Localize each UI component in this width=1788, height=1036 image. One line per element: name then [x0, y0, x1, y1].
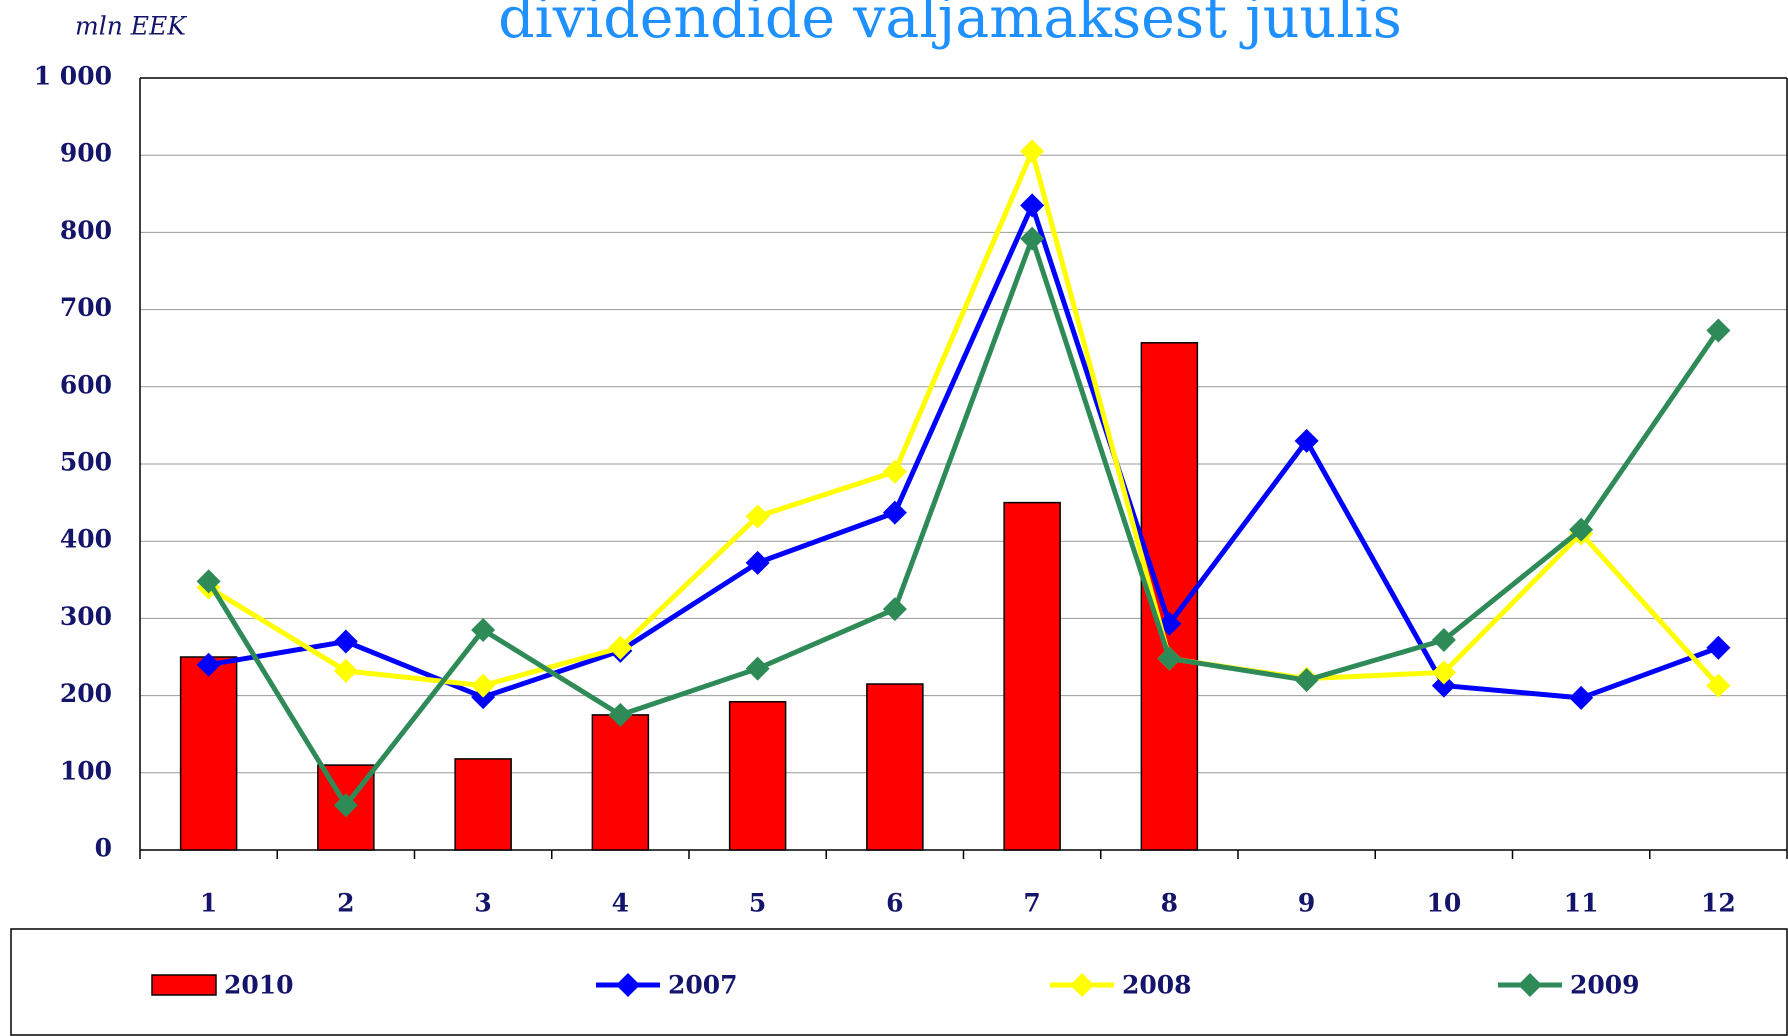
x-tick-label: 6 — [886, 889, 903, 918]
legend-marker — [616, 973, 640, 997]
x-tick-label: 5 — [749, 889, 766, 918]
marker — [608, 635, 633, 660]
line — [207, 143, 1721, 689]
y-tick-label: 300 — [60, 602, 112, 631]
y-tick-label: 400 — [60, 525, 112, 554]
bar — [591, 714, 650, 851]
legend-label: 2009 — [1570, 971, 1640, 1000]
y-tick-label: 100 — [60, 756, 112, 785]
chart-title: dividendide väljamaksest juulis — [498, 0, 1402, 51]
marker — [1706, 673, 1731, 698]
y-tick-label: 200 — [60, 679, 112, 708]
y-tick-label: 900 — [60, 139, 112, 168]
marker — [1431, 673, 1456, 698]
marker — [1431, 660, 1456, 685]
marker — [745, 656, 770, 681]
marker — [196, 652, 221, 677]
legend-label: 2007 — [668, 971, 738, 1000]
x-tick-label: 11 — [1564, 889, 1599, 918]
marker — [333, 793, 358, 818]
x-tick-label: 9 — [1298, 889, 1315, 918]
line — [206, 230, 1721, 810]
marker — [1020, 193, 1045, 218]
legend-label: 2008 — [1122, 971, 1192, 1000]
y-axis-label: mln EEK — [75, 12, 187, 41]
y-tick-label: 700 — [60, 293, 112, 322]
marker — [745, 550, 770, 575]
y-tick-label: 1 000 — [34, 62, 112, 91]
marker — [1294, 668, 1319, 693]
marker — [882, 597, 907, 622]
y-tick-label: 500 — [60, 448, 112, 477]
x-tick-label: 3 — [474, 889, 491, 918]
legend-marker — [1070, 973, 1094, 997]
x-tick-label: 7 — [1023, 889, 1040, 918]
marker — [882, 500, 907, 525]
marker — [1157, 646, 1182, 671]
marker — [882, 459, 907, 484]
marker — [471, 673, 496, 698]
y-tick-label: 600 — [60, 370, 112, 399]
marker — [1020, 226, 1045, 251]
marker — [333, 658, 358, 683]
marker — [1569, 685, 1594, 710]
x-tick-label: 4 — [612, 889, 629, 918]
legend-marker — [1518, 973, 1542, 997]
x-tick-label: 10 — [1426, 889, 1461, 918]
y-tick-label: 0 — [95, 834, 112, 863]
x-tick-label: 1 — [200, 889, 217, 918]
bar — [454, 758, 512, 851]
legend-box — [10, 928, 1788, 1036]
bar — [1003, 501, 1061, 851]
x-tick-label: 2 — [337, 889, 354, 918]
marker — [1706, 635, 1731, 660]
bar — [728, 701, 787, 851]
marker — [333, 629, 358, 654]
line — [208, 198, 1720, 701]
bar — [179, 656, 238, 851]
y-tick-label: 800 — [60, 216, 112, 245]
x-tick-label: 12 — [1701, 889, 1736, 918]
marker — [745, 504, 770, 529]
marker — [608, 702, 633, 727]
marker — [1706, 318, 1731, 343]
bar — [866, 683, 924, 851]
marker — [471, 617, 496, 642]
marker — [1569, 517, 1594, 542]
legend-swatch — [151, 974, 217, 996]
marker — [1020, 139, 1045, 164]
legend-label: 2010 — [224, 971, 294, 1000]
x-tick-label: 8 — [1161, 889, 1178, 918]
marker — [1431, 628, 1456, 653]
marker — [1294, 428, 1319, 453]
marker — [196, 569, 221, 594]
